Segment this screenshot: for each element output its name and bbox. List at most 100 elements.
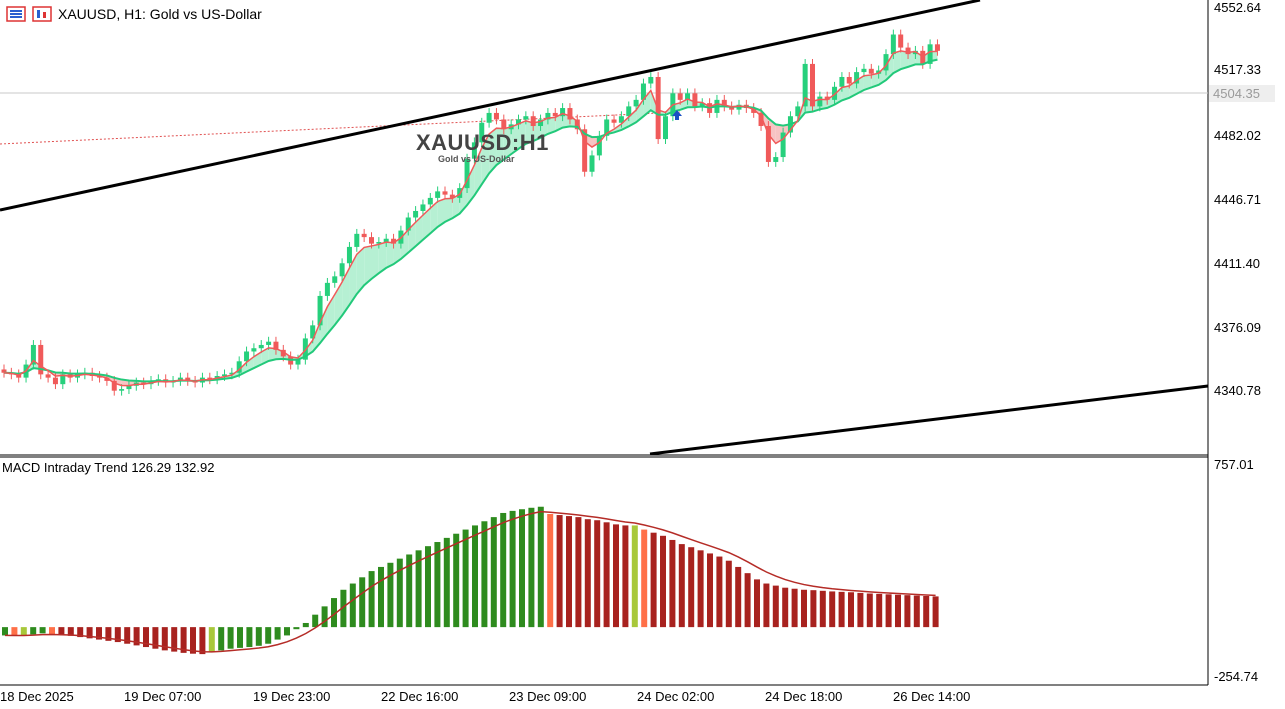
candle-body — [626, 106, 632, 117]
candle-body — [751, 108, 757, 113]
candle-body — [222, 374, 227, 376]
candle-body — [361, 233, 367, 238]
macd-bar — [697, 550, 704, 628]
candle-body — [765, 126, 771, 162]
candle-body — [824, 96, 830, 100]
macd-bar — [707, 553, 713, 628]
macd-bar — [378, 566, 384, 628]
candle-body — [141, 382, 147, 385]
macd-bar — [208, 627, 215, 653]
macd-bar — [481, 521, 488, 628]
candle-body — [574, 119, 580, 130]
candle-body — [111, 380, 117, 391]
macd-bar — [782, 587, 789, 628]
macd-bar — [537, 506, 544, 628]
candle-body — [530, 116, 536, 127]
candle-body — [258, 344, 264, 349]
chart-type-icon[interactable] — [32, 6, 52, 22]
candle-body — [596, 135, 602, 156]
candle-body — [60, 374, 66, 385]
candle-body — [589, 155, 595, 172]
macd-bar — [904, 595, 911, 628]
candle-body — [685, 93, 691, 100]
time-label: 22 Dec 16:00 — [381, 689, 459, 704]
symbol-title: XAUUSD, H1: Gold vs US-Dollar — [58, 6, 262, 22]
macd-bar — [274, 627, 281, 640]
candle-body — [501, 119, 507, 130]
price-label: 4340.78 — [1214, 383, 1261, 398]
macd-bar — [265, 627, 272, 644]
macd-bar — [725, 560, 732, 628]
macd-bar — [359, 577, 366, 628]
ma-cloud-segment — [445, 198, 453, 222]
macd-signal-line — [4, 510, 936, 653]
macd-bar — [923, 595, 930, 628]
macd-bar — [744, 573, 751, 628]
ma-cloud-segment — [393, 237, 401, 265]
ma-cloud-segment — [481, 134, 490, 185]
menu-list-icon[interactable] — [6, 6, 26, 22]
candle-body — [839, 76, 845, 87]
candle-body — [354, 233, 360, 247]
macd-scale-max: 757.01 — [1214, 457, 1254, 472]
ma-cloud-segment — [496, 128, 504, 166]
macd-bar — [227, 627, 234, 649]
ma-cloud-segment — [841, 85, 850, 101]
candle-body — [229, 372, 235, 375]
ma-cloud-segment — [886, 53, 894, 81]
macd-bar — [96, 627, 102, 640]
macd-bar — [810, 590, 817, 628]
macd-bar — [650, 532, 657, 628]
price-label: 4376.09 — [1214, 320, 1261, 335]
macd-bar — [302, 622, 309, 628]
ma-cloud-segment — [643, 90, 651, 117]
candle-body — [905, 47, 911, 55]
price-label: 4552.64 — [1214, 0, 1261, 15]
candle-body — [552, 112, 558, 117]
candle-body — [244, 351, 250, 362]
candle-body — [104, 377, 110, 381]
macd-bar — [312, 614, 319, 628]
macd-bar — [819, 590, 826, 628]
macd-bars — [2, 506, 939, 655]
macd-bar — [171, 627, 178, 652]
ma-cloud-segment — [768, 118, 776, 144]
macd-bar — [528, 507, 535, 628]
candle-body — [119, 389, 125, 391]
candle-body — [633, 99, 639, 107]
macd-bar — [848, 592, 854, 628]
macd-bar — [387, 562, 394, 628]
macd-bar — [133, 627, 140, 646]
macd-bar — [39, 627, 46, 634]
candle-body — [427, 197, 433, 205]
macd-bar — [754, 579, 760, 628]
macd-bar — [58, 627, 65, 636]
macd-bar — [20, 627, 27, 636]
candle-body — [405, 217, 411, 231]
time-label: 18 Dec 2025 — [0, 689, 74, 704]
candle-body — [802, 63, 808, 107]
macd-bar — [11, 627, 18, 636]
channel-upper-line[interactable] — [0, 0, 981, 212]
macd-bar — [678, 544, 685, 628]
channel-lower-line[interactable] — [649, 384, 1209, 456]
macd-bar — [857, 592, 864, 628]
macd-bar — [735, 566, 742, 628]
macd-bar — [143, 627, 149, 648]
macd-bar — [462, 529, 469, 628]
ma-cloud-segment — [871, 73, 879, 88]
macd-bar — [349, 583, 356, 628]
ma-cloud-segment — [349, 254, 357, 305]
ma-cloud-segment — [437, 198, 445, 227]
ma-cloud-segment — [503, 126, 512, 160]
macd-bar — [603, 522, 610, 628]
candle-body — [251, 348, 257, 352]
buy-arrow-icon[interactable] — [672, 110, 682, 120]
macd-bar — [321, 606, 328, 628]
candle-body — [30, 344, 36, 365]
candle-body — [310, 325, 316, 339]
price-label: 4411.40 — [1214, 256, 1261, 271]
macd-bar — [895, 594, 901, 628]
time-label: 24 Dec 18:00 — [765, 689, 843, 704]
